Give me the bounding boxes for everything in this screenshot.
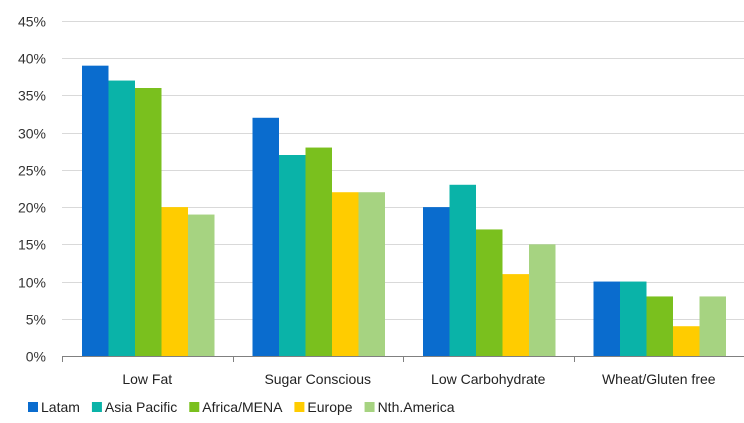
y-tick-label: 15% bbox=[18, 237, 46, 253]
bar bbox=[673, 326, 700, 356]
bar bbox=[161, 207, 188, 356]
bar bbox=[449, 184, 476, 356]
bar bbox=[502, 274, 529, 356]
bar bbox=[252, 117, 279, 357]
bar bbox=[620, 281, 647, 356]
legend-swatch bbox=[294, 402, 305, 412]
bar bbox=[593, 281, 620, 356]
legend-swatch bbox=[189, 402, 200, 412]
legend-swatch bbox=[91, 402, 102, 412]
bar bbox=[279, 155, 306, 356]
bar bbox=[332, 192, 359, 356]
bar bbox=[476, 229, 503, 356]
legend-swatch bbox=[364, 402, 375, 412]
y-tick-label: 30% bbox=[18, 126, 46, 142]
bar bbox=[135, 88, 162, 356]
legend-label: Latam bbox=[41, 399, 80, 415]
y-tick-label: 20% bbox=[18, 200, 46, 216]
legend-label: Africa/MENA bbox=[202, 399, 283, 415]
legend-label: Asia Pacific bbox=[105, 399, 177, 415]
bar bbox=[108, 80, 135, 357]
bar bbox=[646, 296, 673, 356]
bar bbox=[82, 65, 109, 357]
y-tick-label: 5% bbox=[26, 312, 46, 328]
y-tick-label: 45% bbox=[18, 14, 46, 30]
x-category-label: Low Fat bbox=[122, 371, 172, 387]
y-tick-label: 0% bbox=[26, 349, 46, 365]
x-category-label: Wheat/Gluten free bbox=[602, 371, 716, 387]
y-tick-label: 40% bbox=[18, 51, 46, 67]
axes: 0% 5% 10% 15% 20% 25% 30% 35% 40% 45% Low Fat Sugar… bbox=[18, 14, 744, 387]
bar bbox=[358, 192, 385, 356]
x-category-label: Low Carbohydrate bbox=[431, 371, 546, 387]
legend-label: Nth.America bbox=[378, 399, 455, 415]
legend: Latam Asia Pacific Africa/MENA Europe Nth.Am… bbox=[28, 399, 455, 415]
bar bbox=[423, 207, 450, 356]
bar bbox=[188, 214, 215, 356]
bar bbox=[529, 244, 556, 356]
legend-swatch bbox=[28, 402, 38, 412]
x-category-label: Sugar Conscious bbox=[264, 371, 371, 387]
y-tick-label: 10% bbox=[18, 275, 46, 291]
y-tick-label: 25% bbox=[18, 163, 46, 179]
bar bbox=[305, 147, 332, 356]
legend-label: Europe bbox=[307, 399, 352, 415]
bar bbox=[699, 296, 726, 356]
bars bbox=[82, 65, 726, 357]
y-tick-label: 35% bbox=[18, 88, 46, 104]
